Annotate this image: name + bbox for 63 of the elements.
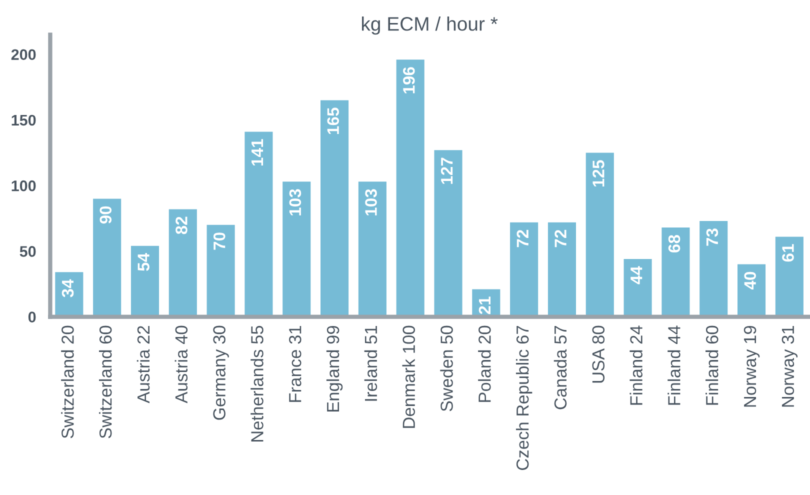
data-label: 70 (213, 232, 226, 250)
data-label: 125 (592, 160, 604, 186)
data-label: 54 (138, 252, 150, 271)
x-tick-label: Czech Republic 67 (516, 326, 532, 470)
bar (434, 150, 462, 317)
x-tick-label: Finland 60 (706, 326, 718, 405)
bar (586, 152, 614, 317)
data-label: 90 (100, 206, 112, 224)
bar (700, 221, 728, 317)
bar (206, 224, 235, 317)
x-tick-label: Poland 20 (478, 326, 491, 402)
y-tick-label: 150 (12, 114, 36, 126)
y-tick-label: 0 (28, 312, 36, 322)
bar (358, 182, 386, 317)
data-label: 141 (252, 139, 264, 166)
bar (548, 222, 576, 317)
bar (282, 182, 311, 317)
bar (510, 222, 538, 317)
data-label: 82 (176, 216, 188, 234)
x-tick-label: Austria 40 (174, 326, 188, 404)
x-tick-label: England 99 (326, 326, 343, 412)
x-tick-label: Norway 31 (782, 326, 798, 407)
data-label: 73 (706, 228, 718, 246)
x-tick-label: Germany 30 (213, 326, 229, 420)
data-label: 196 (403, 67, 415, 94)
x-tick-label: Switzerland 60 (98, 326, 112, 438)
data-label: 72 (554, 230, 566, 248)
bar (775, 236, 804, 317)
data-label: 44 (630, 266, 642, 284)
x-tick-label: USA 80 (592, 326, 605, 383)
chart-subtitle: kg ECM / hour * (362, 16, 498, 35)
x-tick-label: Finland 24 (630, 326, 642, 405)
data-label: 72 (516, 230, 528, 248)
data-label: 34 (62, 279, 74, 298)
bar (168, 209, 197, 317)
x-tick-label: Sweden 50 (440, 326, 453, 412)
y-tick-label: 50 (20, 246, 36, 257)
data-label: 21 (478, 296, 490, 314)
x-tick-label: France 31 (288, 326, 302, 402)
data-label: 61 (782, 244, 794, 262)
x-tick-label: Denmark 100 (402, 326, 416, 428)
data-label: 103 (365, 189, 377, 216)
x-tick-label: Netherlands 55 (250, 326, 264, 442)
x-tick-label: Norway 19 (744, 326, 760, 407)
data-label: 127 (440, 158, 453, 184)
bar (662, 228, 690, 317)
x-tick-label: Canada 57 (554, 326, 567, 410)
x-tick-label: Finland 44 (668, 326, 680, 405)
data-label: 40 (744, 272, 756, 290)
bar (396, 60, 424, 317)
y-tick-label: 100 (12, 180, 36, 192)
data-label: 103 (289, 189, 302, 216)
x-tick-label: Austria 22 (136, 326, 150, 404)
bar (320, 100, 349, 317)
data-label: 165 (327, 108, 340, 134)
x-tick-label: Ireland 51 (364, 326, 378, 401)
x-tick-label: Switzerland 20 (61, 326, 74, 438)
bar (624, 259, 652, 317)
bar (130, 246, 160, 317)
y-tick-label: 200 (11, 49, 36, 60)
data-label: 68 (668, 235, 680, 252)
bar (244, 132, 273, 317)
bar (93, 198, 122, 317)
